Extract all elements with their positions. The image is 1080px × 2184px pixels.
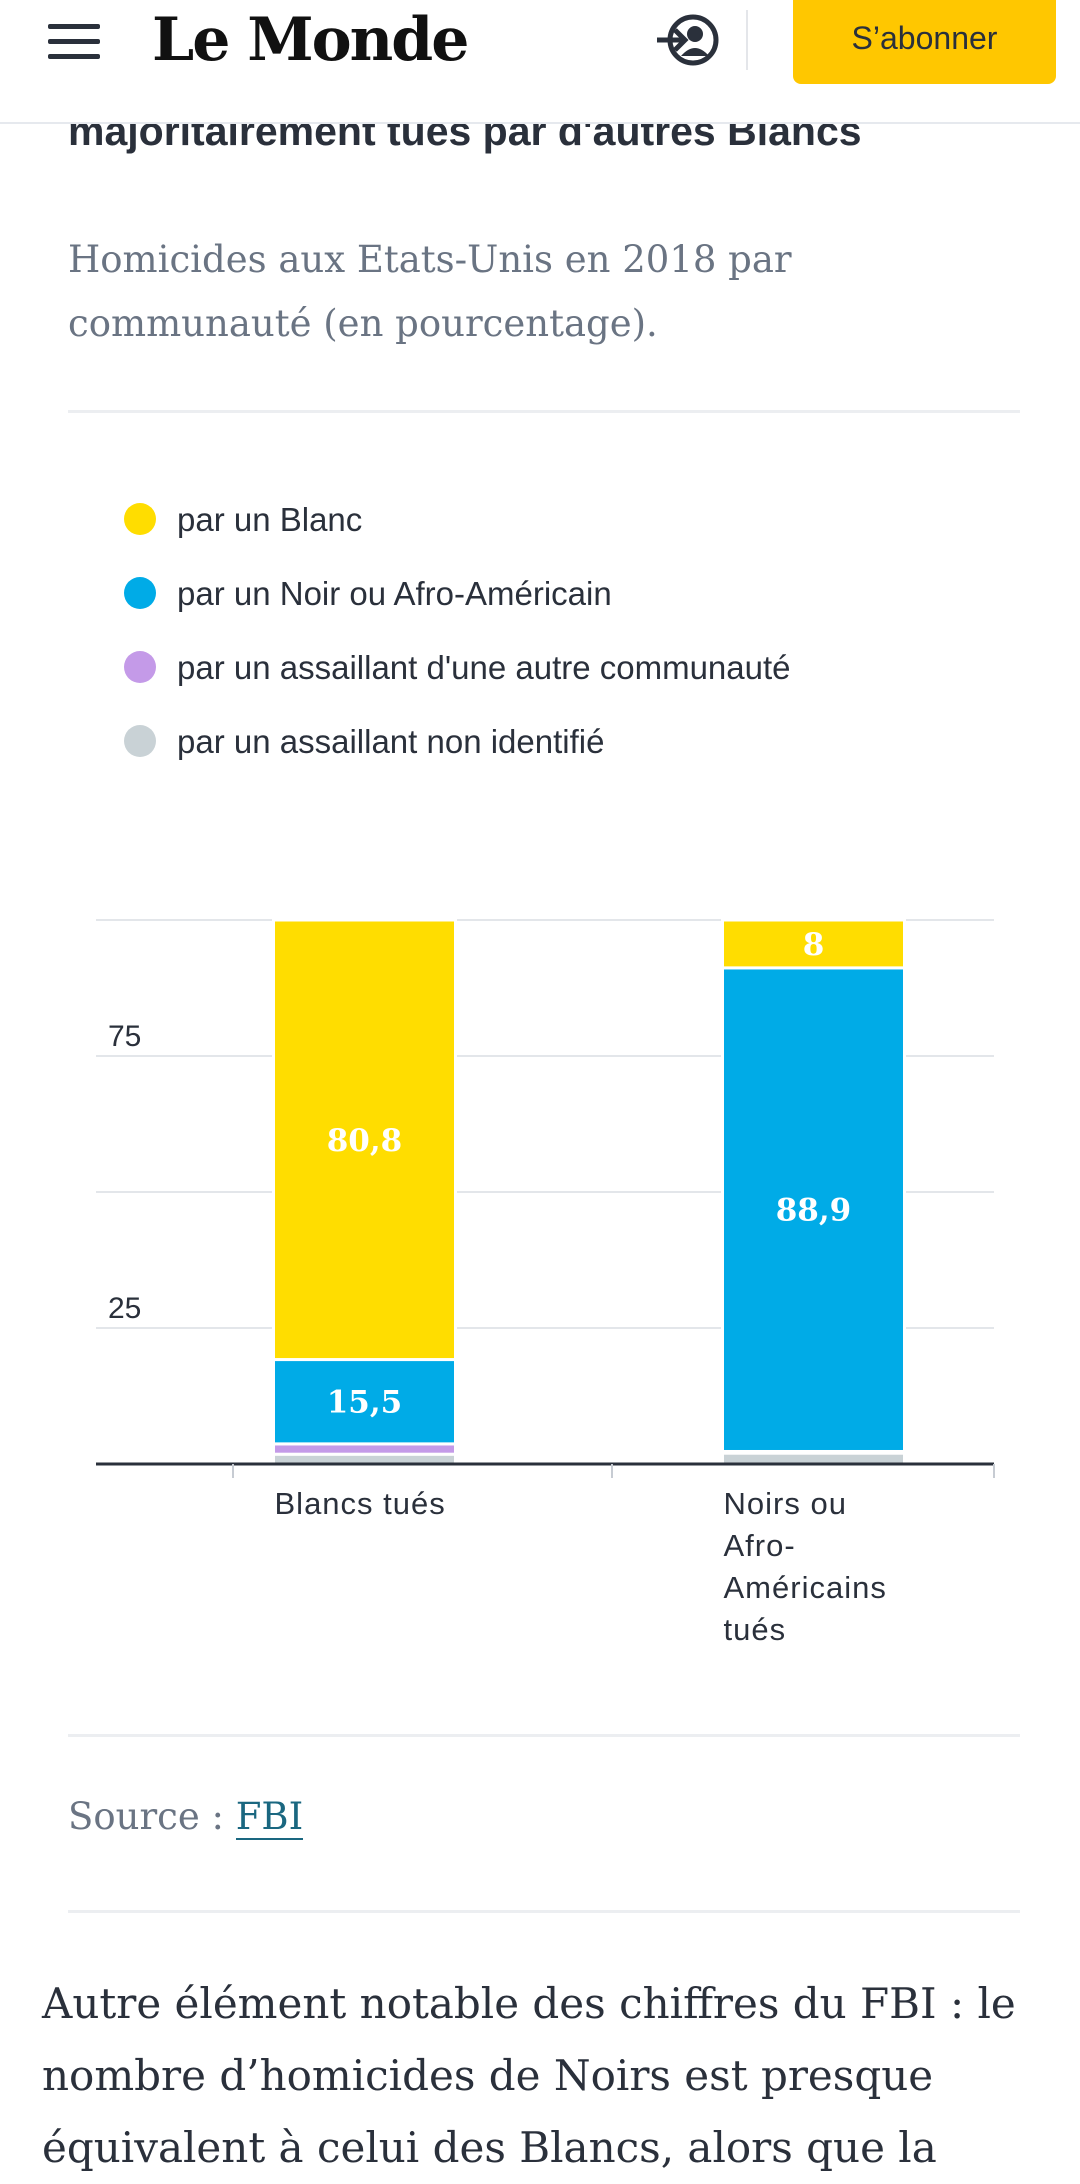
x-category-label: Blancs tués xyxy=(275,1486,446,1521)
menu-bar xyxy=(48,39,100,44)
y-tick-label: 25 xyxy=(108,1292,141,1325)
x-category-label: Afro- xyxy=(724,1528,796,1563)
data-label: 8 xyxy=(803,927,825,963)
source-prefix: Source : xyxy=(68,1795,236,1838)
header-divider xyxy=(746,10,748,70)
legend-label: par un assaillant non identifié xyxy=(177,723,605,760)
legend-label: par un Noir ou Afro-Américain xyxy=(177,575,612,612)
subscribe-button[interactable]: S’abonner xyxy=(793,0,1056,84)
chart-legend: par un Blanc par un Noir ou Afro-América… xyxy=(122,490,791,786)
bar-segment xyxy=(721,966,906,1453)
legend-dot xyxy=(124,651,156,683)
data-label: 80,8 xyxy=(327,1123,403,1159)
legend-label: par un assaillant d'une autre communauté xyxy=(177,649,791,686)
source-link[interactable]: FBI xyxy=(235,1795,304,1840)
data-label: 88,9 xyxy=(776,1193,852,1229)
bar-segment xyxy=(721,1451,906,1466)
legend-item: par un Blanc xyxy=(122,490,791,564)
legend-label: par un Blanc xyxy=(177,501,363,538)
hamburger-menu-icon[interactable] xyxy=(48,24,100,60)
legend-item: par un assaillant non identifié xyxy=(122,712,791,786)
legend-item: par un assaillant d'une autre communauté xyxy=(122,638,791,712)
data-label: 15,5 xyxy=(327,1385,403,1421)
bar-segment xyxy=(272,918,457,1362)
x-category-label: tués xyxy=(724,1612,787,1647)
bar-segment xyxy=(721,918,906,970)
divider xyxy=(68,410,1020,413)
stacked-bar-chart: 25 75 15,5 80,8 Blancs tués 88,9 8 Noirs ou Afro… xyxy=(96,918,995,1647)
legend-dot xyxy=(124,725,156,757)
y-tick-label: 75 xyxy=(108,1020,141,1053)
legend-dot xyxy=(124,503,156,535)
menu-bar xyxy=(48,24,100,29)
legend-item: par un Noir ou Afro-Américain xyxy=(122,564,791,638)
chart-source: Source : FBI xyxy=(68,1795,304,1840)
x-category-label: Américains xyxy=(724,1570,887,1605)
site-logo[interactable]: Le Monde xyxy=(152,5,469,75)
chart-subtitle: Homicides aux Etats-Unis en 2018 par com… xyxy=(68,238,792,345)
legend-dot xyxy=(124,577,156,609)
menu-bar xyxy=(48,54,100,59)
bar-segment xyxy=(272,1442,457,1456)
bar-segment xyxy=(272,1358,457,1446)
divider xyxy=(68,1734,1020,1737)
x-category-label: Noirs ou xyxy=(724,1486,847,1521)
site-header: Le Monde S’abonner xyxy=(0,0,1080,124)
user-login-icon[interactable] xyxy=(655,10,721,70)
article-paragraph: Autre élément notable des chiffres du FB… xyxy=(42,1979,1016,2172)
divider xyxy=(68,1910,1020,1913)
